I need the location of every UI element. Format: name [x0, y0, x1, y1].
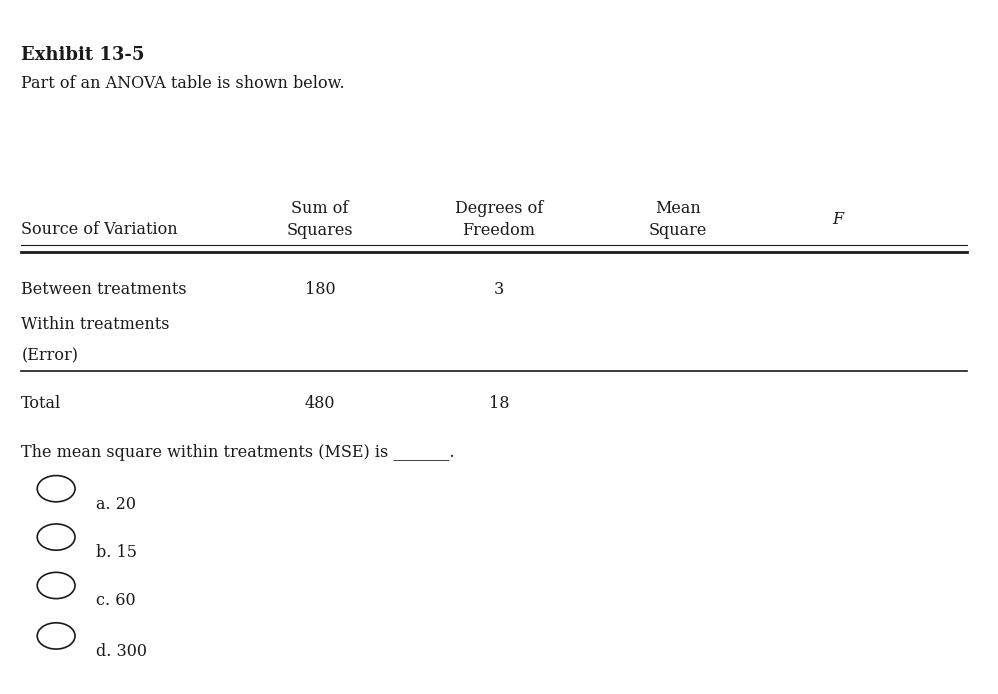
Text: F: F [831, 210, 843, 228]
Text: Exhibit 13-5: Exhibit 13-5 [21, 46, 145, 65]
Text: 480: 480 [304, 396, 335, 412]
Text: 3: 3 [494, 281, 504, 298]
Text: Degrees of
Freedom: Degrees of Freedom [455, 199, 543, 239]
Text: a. 20: a. 20 [96, 496, 136, 513]
Text: b. 15: b. 15 [96, 544, 137, 561]
Text: d. 300: d. 300 [96, 643, 147, 660]
Text: 180: 180 [304, 281, 335, 298]
Text: Sum of
Squares: Sum of Squares [286, 199, 353, 239]
Text: Source of Variation: Source of Variation [21, 221, 178, 238]
Text: c. 60: c. 60 [96, 593, 136, 609]
Text: Between treatments: Between treatments [21, 281, 187, 298]
Text: The mean square within treatments (MSE) is _______.: The mean square within treatments (MSE) … [21, 443, 455, 461]
Text: Mean
Square: Mean Square [649, 199, 708, 239]
Text: Part of an ANOVA table is shown below.: Part of an ANOVA table is shown below. [21, 76, 345, 92]
Text: Total: Total [21, 396, 62, 412]
Text: Within treatments: Within treatments [21, 316, 170, 333]
Text: 18: 18 [489, 396, 509, 412]
Text: (Error): (Error) [21, 347, 78, 364]
